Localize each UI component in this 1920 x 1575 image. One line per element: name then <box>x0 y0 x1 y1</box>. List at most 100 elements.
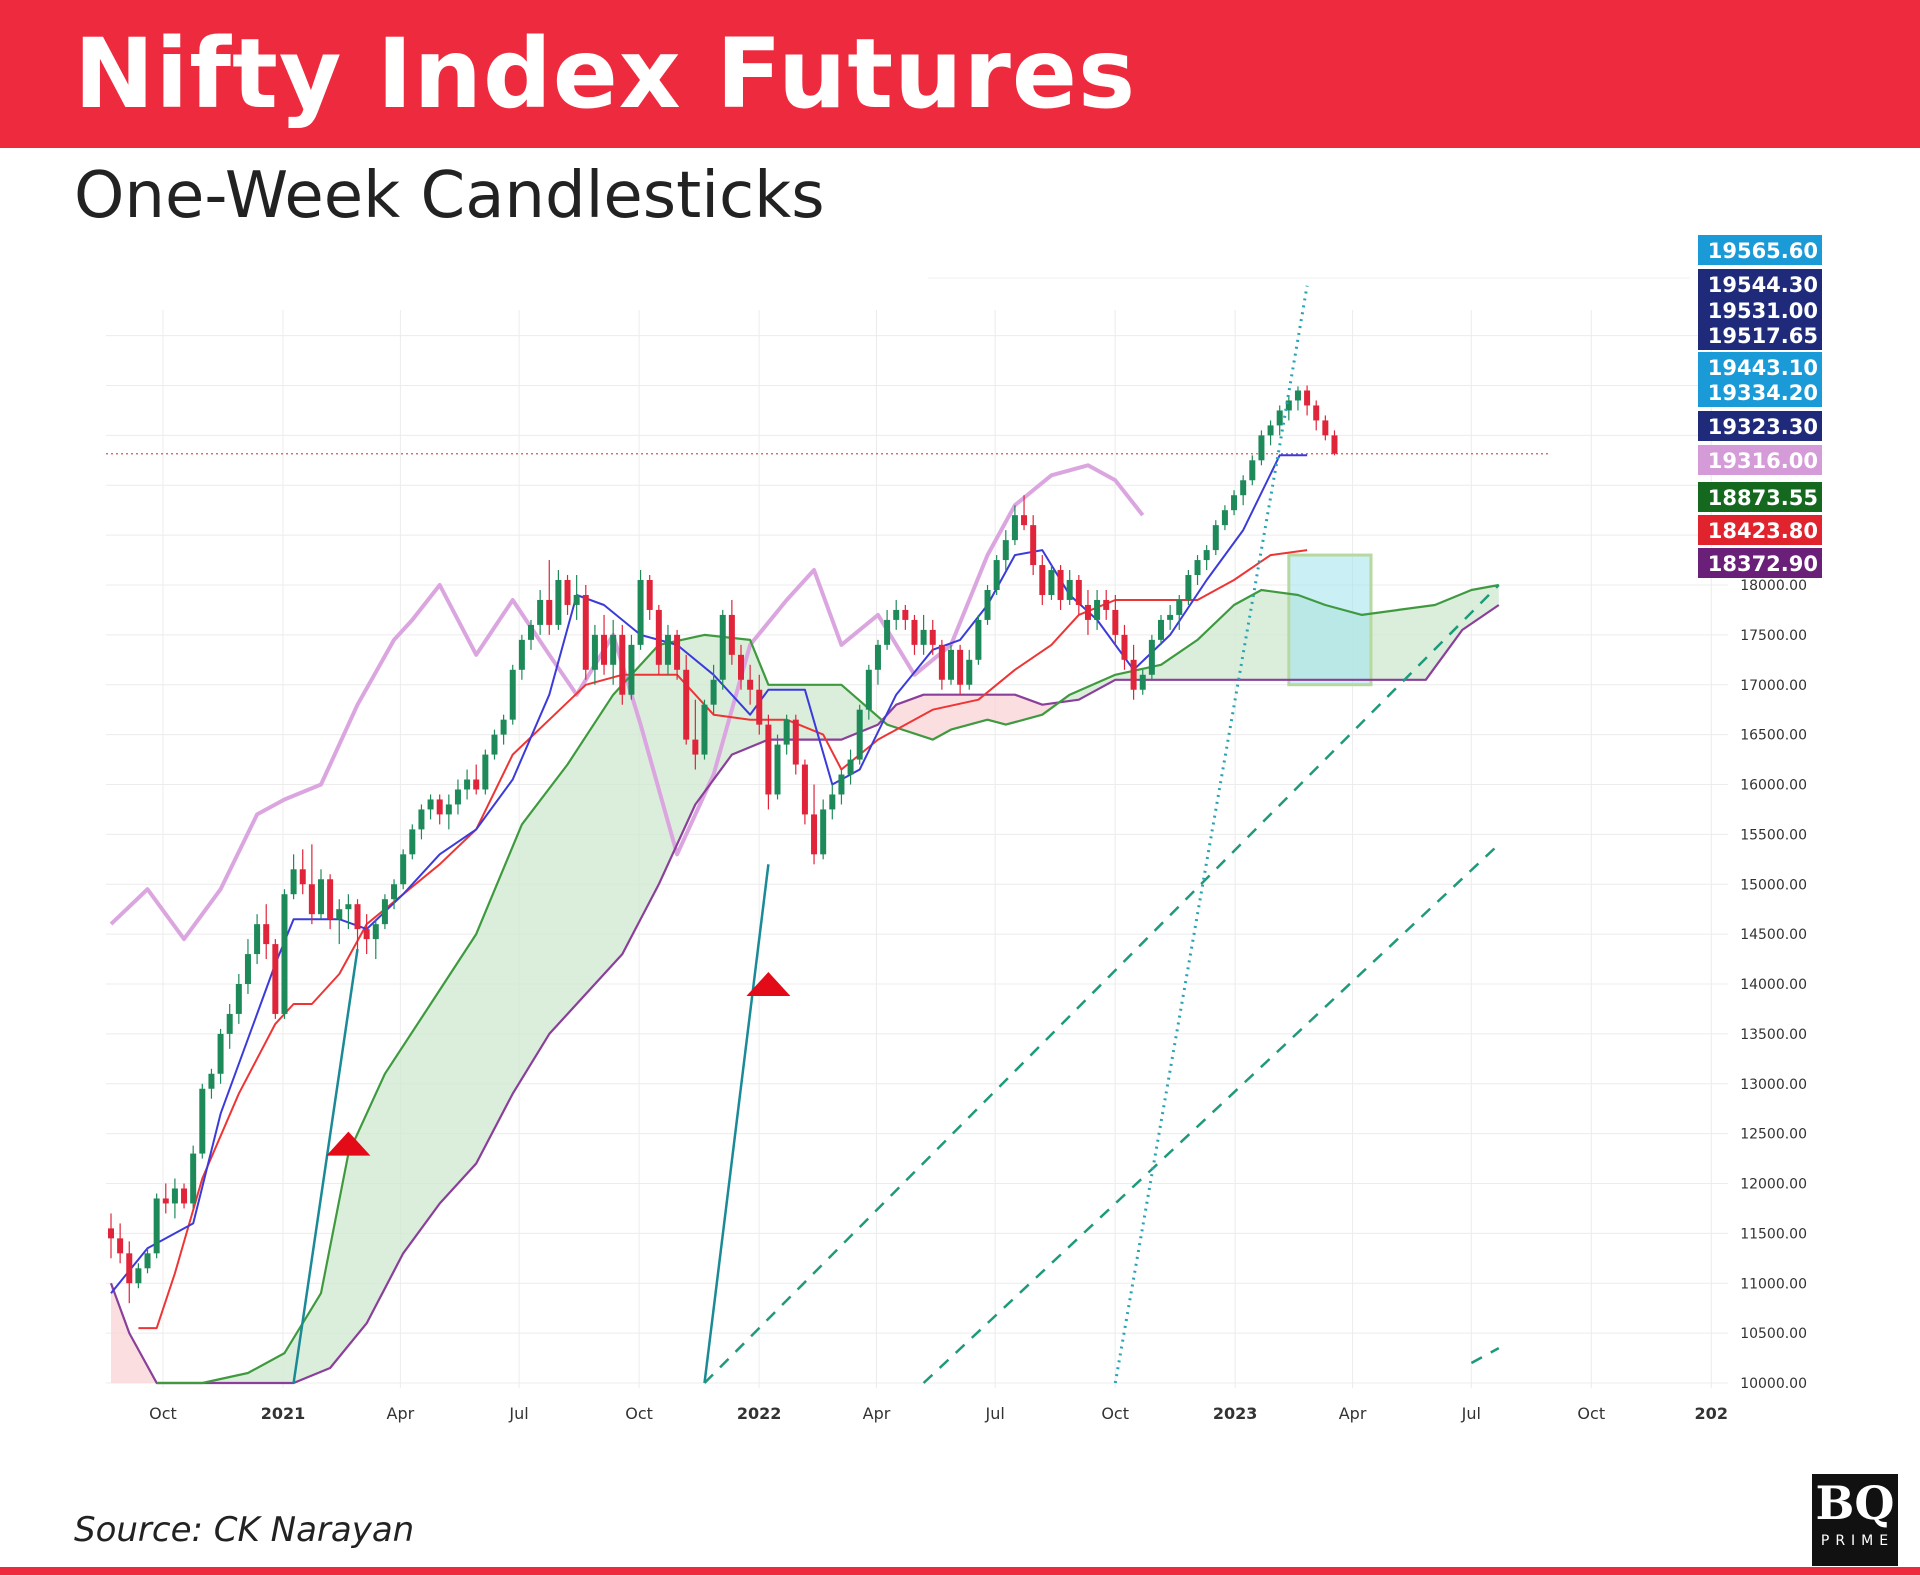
bearish-candle <box>1075 580 1082 605</box>
x-tick-label: Jul <box>1461 1404 1481 1423</box>
bearish-candle <box>1057 570 1064 600</box>
price-badge-label: 19443.10 <box>1708 356 1818 380</box>
bearish-candle <box>911 619 918 645</box>
bullish-candle <box>1139 674 1146 690</box>
bearish-candle <box>436 799 443 815</box>
bearish-candle <box>929 629 936 645</box>
bullish-candle <box>491 734 498 755</box>
bullish-candle <box>856 709 863 760</box>
ichimoku-cloud <box>111 585 1499 1383</box>
bullish-candle <box>1158 619 1164 640</box>
bearish-candle <box>117 1238 124 1254</box>
bearish-candle <box>1322 420 1329 436</box>
x-tick-label: Apr <box>1339 1404 1367 1423</box>
price-badge <box>1698 269 1822 299</box>
bullish-candle <box>893 609 900 620</box>
x-tick-label: Jul <box>985 1404 1005 1423</box>
price-badge-label: 19531.00 <box>1708 299 1818 323</box>
leading-span-b-line <box>109 604 1500 1385</box>
bearish-candle <box>299 869 306 885</box>
bullish-candle <box>144 1253 151 1269</box>
y-tick-label: 13000.00 <box>1740 1077 1807 1093</box>
bearish-candle <box>1130 659 1137 690</box>
bullish-candle <box>464 779 471 790</box>
bullish-cloud <box>156 634 883 1383</box>
x-tick-label: Jul <box>508 1404 528 1423</box>
bearish-candle <box>1331 435 1338 454</box>
bullish-candle <box>1148 639 1155 675</box>
bullish-candle <box>427 799 434 810</box>
bullish-candle <box>555 580 562 625</box>
y-tick-label: 12500.00 <box>1740 1127 1807 1143</box>
y-tick-label: 15000.00 <box>1740 877 1807 893</box>
bottom-bar <box>0 1567 1920 1575</box>
bearish-candle <box>327 879 334 920</box>
price-badge <box>1698 548 1822 578</box>
bullish-candle <box>445 804 452 815</box>
buy-arrow-marker <box>326 1131 371 1156</box>
trendline-solid <box>703 864 770 1384</box>
price-badge <box>1698 515 1822 545</box>
bullish-candle <box>628 644 635 695</box>
bullish-candle <box>975 619 982 660</box>
x-tick-label: 2021 <box>261 1404 306 1423</box>
y-tick-label: 14500.00 <box>1740 927 1807 943</box>
chart-subtitle: One-Week Candlesticks <box>74 159 825 233</box>
y-tick-label: 14000.00 <box>1740 977 1807 993</box>
bearish-candle <box>1121 634 1128 660</box>
bearish-candle <box>582 594 589 670</box>
trendline-dashed <box>703 584 1500 1384</box>
price-badge-label: 18873.55 <box>1708 486 1818 510</box>
y-tick-label: 11000.00 <box>1740 1276 1807 1292</box>
bullish-candle <box>391 884 398 900</box>
bullish-candle <box>993 560 1000 590</box>
bullish-candle <box>1094 599 1101 620</box>
price-badge <box>1698 445 1822 475</box>
chart-title: Nifty Index Futures <box>74 18 1137 130</box>
x-tick-label: 202 <box>1695 1404 1728 1423</box>
tenkan-line <box>110 454 1308 1294</box>
trendline-dashed <box>922 843 1500 1384</box>
bearish-candle <box>181 1188 188 1204</box>
price-badge-label: 19334.20 <box>1708 381 1818 405</box>
price-badge <box>1698 377 1822 407</box>
bullish-candle <box>1231 495 1238 511</box>
y-tick-label: 17500.00 <box>1740 628 1807 644</box>
source-note: Source: CK Narayan <box>74 1510 415 1550</box>
bullish-candle <box>1203 550 1210 561</box>
bullish-candle <box>454 789 461 805</box>
bullish-candle <box>920 629 927 645</box>
bullish-candle <box>1276 410 1283 426</box>
bullish-candle <box>874 644 881 670</box>
bearish-candle <box>674 634 681 670</box>
bearish-candle <box>747 679 754 690</box>
y-axis: 10000.00 10500.00 11000.00 11500.00 12000.00… <box>1740 578 1807 1392</box>
logo-sub-text: PRIME <box>1820 1533 1895 1549</box>
bullish-candle <box>537 599 544 625</box>
bullish-candle <box>710 679 717 705</box>
bearish-candle <box>792 719 799 765</box>
bullish-candle <box>290 869 297 895</box>
price-badge-label: 19316.00 <box>1708 449 1818 473</box>
y-tick-label: 11500.00 <box>1740 1226 1807 1242</box>
bullish-candle <box>966 659 973 685</box>
bullish-candle <box>336 909 343 920</box>
bullish-candle <box>217 1033 224 1074</box>
price-badge <box>1698 320 1822 350</box>
y-tick-label: 15500.00 <box>1740 827 1807 843</box>
price-badge-label: 18372.90 <box>1708 552 1818 576</box>
bullish-candle <box>509 669 516 720</box>
bearish-candle <box>1103 599 1110 610</box>
bearish-cloud <box>882 694 1061 740</box>
bearish-candle <box>546 599 553 625</box>
bearish-candle <box>601 634 608 665</box>
x-tick-label: Oct <box>1577 1404 1605 1423</box>
y-tick-label: 17000.00 <box>1740 678 1807 694</box>
bullish-candle <box>774 744 781 795</box>
bullish-candle <box>1011 515 1018 541</box>
bullish-candle <box>171 1188 178 1204</box>
bullish-candle <box>701 704 708 755</box>
bullish-candle <box>1048 570 1055 595</box>
